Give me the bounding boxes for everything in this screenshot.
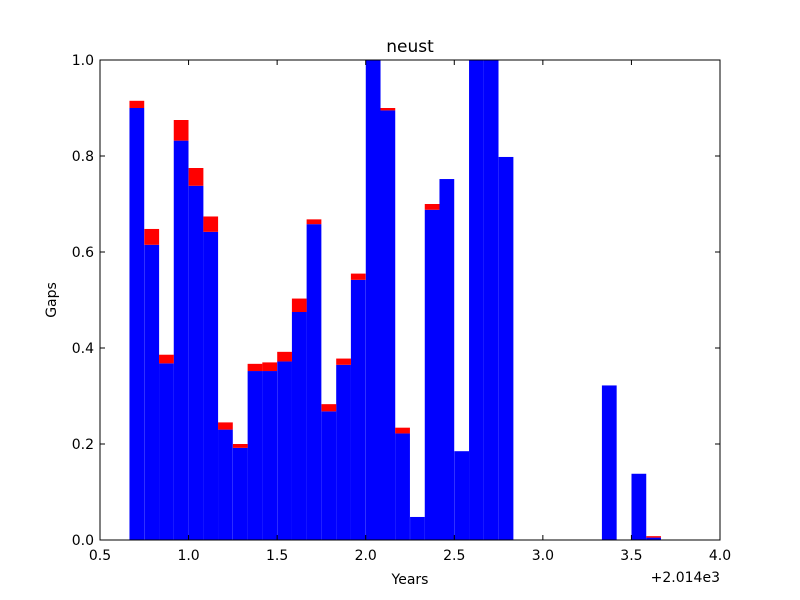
bar-series-0-bin-18: [395, 433, 410, 540]
bar-series-1-bin-20: [424, 204, 440, 210]
bar-series-0-bin-11: [291, 312, 307, 540]
y-tick-label-2: 0.4: [72, 341, 94, 357]
x-tick-label-4: 2.5: [443, 548, 465, 564]
bar-series-1-bin-11: [291, 298, 307, 312]
bar-series-0-bin-4: [188, 185, 204, 540]
bar-series-0-bin-23: [469, 60, 484, 540]
x-tick-label-7: 4.0: [709, 548, 731, 564]
y-tick-label-1: 0.2: [72, 437, 94, 453]
bar-series-1-bin-2: [159, 354, 174, 364]
bar-series-0-bin-6: [218, 429, 233, 540]
y-tick-label-3: 0.6: [72, 245, 94, 261]
x-tick-label-1: 1.0: [177, 548, 199, 564]
bar-series-0-bin-25: [498, 156, 514, 540]
bar-series-1-bin-28: [646, 536, 661, 538]
bar-series-1-bin-18: [395, 427, 410, 434]
bar-series-0-bin-8: [247, 371, 263, 540]
x-axis-label: Years: [391, 572, 429, 588]
plot-frame: [99, 59, 721, 541]
bar-series-0-bin-12: [306, 224, 322, 540]
bar-series-1-bin-0: [129, 100, 145, 108]
bar-series-1-bin-14: [336, 358, 351, 365]
bar-series-1-bin-13: [321, 404, 337, 412]
bar-series-0-bin-9: [262, 371, 278, 540]
bar-series-0-bin-3: [173, 140, 189, 540]
bar-series-0-bin-24: [483, 60, 499, 540]
y-tick-label-4: 0.8: [72, 149, 94, 165]
bar-series-0-bin-5: [203, 231, 219, 540]
bar-series-0-bin-10: [277, 361, 292, 540]
bar-series-0-bin-26: [601, 385, 617, 540]
bar-series-0-bin-19: [410, 516, 425, 540]
bar-series-1-bin-8: [247, 363, 263, 372]
bar-series-0-bin-0: [129, 108, 145, 540]
bar-series-1-bin-17: [380, 108, 396, 111]
y-tick-label-5: 1.0: [72, 53, 94, 69]
bars-group: [129, 60, 661, 541]
bar-series-1-bin-4: [188, 168, 204, 186]
bar-series-1-bin-1: [144, 228, 160, 245]
bar-series-0-bin-1: [144, 244, 160, 541]
x-tick-label-0: 0.5: [89, 548, 111, 564]
x-axis-offset-label: +2.014e3: [651, 570, 720, 586]
y-axis-label: Gaps: [44, 282, 60, 318]
bar-series-1-bin-10: [277, 351, 292, 362]
bar-series-0-bin-20: [424, 209, 440, 540]
bar-series-0-bin-27: [631, 473, 647, 540]
bar-series-0-bin-22: [454, 451, 470, 540]
bar-series-0-bin-15: [350, 279, 366, 540]
y-tick-label-0: 0.0: [72, 533, 94, 549]
bar-series-0-bin-21: [439, 179, 455, 541]
bar-series-0-bin-7: [232, 447, 248, 540]
bar-series-1-bin-6: [218, 422, 233, 430]
chart-title: neust: [386, 37, 434, 57]
ticks-group: 0.5 1.0 1.5 2.0 2.5 3.0 3.5 4.0 0.0 0.2 0.4 0.6 0.8 1…: [72, 53, 731, 564]
bar-series-0-bin-13: [321, 411, 337, 540]
bar-series-1-bin-7: [232, 444, 248, 448]
bar-series-1-bin-15: [350, 273, 366, 280]
x-tick-label-5: 3.0: [532, 548, 554, 564]
bar-series-0-bin-2: [159, 363, 174, 540]
x-tick-label-6: 3.5: [620, 548, 642, 564]
bar-series-1-bin-5: [203, 216, 219, 232]
bar-series-0-bin-16: [365, 60, 381, 540]
bar-series-1-bin-3: [173, 120, 189, 141]
bar-series-1-bin-12: [306, 219, 322, 225]
bar-series-0-bin-14: [336, 364, 351, 540]
bar-series-0-bin-17: [380, 110, 396, 541]
x-tick-label-2: 1.5: [266, 548, 288, 564]
bar-series-1-bin-9: [262, 362, 278, 372]
x-tick-label-3: 2.0: [355, 548, 377, 564]
bar-series-0-bin-28: [646, 537, 661, 540]
